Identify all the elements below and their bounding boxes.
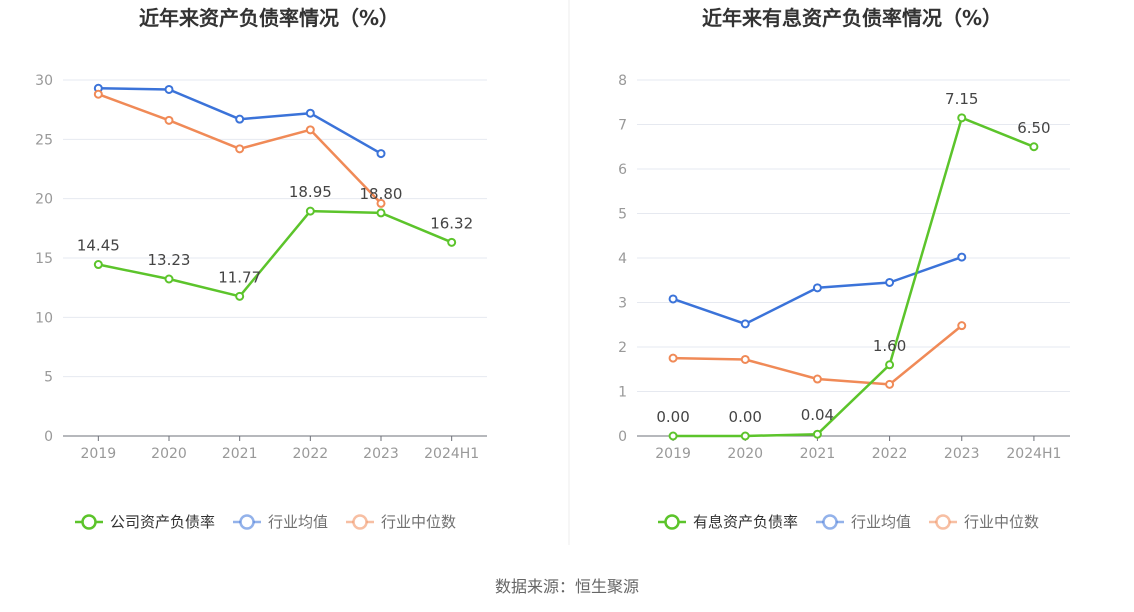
chart1-data-label: 18.95 (289, 183, 332, 201)
chart1-y-tick-label: 5 (44, 370, 53, 386)
chart2-company-point[interactable] (957, 113, 967, 123)
chart1-legend-swatch-marker (352, 514, 368, 530)
chart2-legend-item-avg[interactable]: 行业均值 (816, 513, 911, 531)
chart1-x-tick-label: 2023 (363, 446, 399, 462)
chart2-company-line (673, 116, 1035, 438)
chart2-company-point[interactable] (812, 429, 822, 439)
chart2-legend-swatch-marker (664, 514, 680, 530)
chart2-y-tick-label: 8 (618, 73, 627, 89)
chart1-legend-label: 公司资产负债率 (110, 513, 215, 531)
chart2-y-tick-label: 5 (618, 207, 627, 223)
chart2-y-tick-label: 1 (618, 385, 627, 401)
chart1-y-tick-label: 30 (35, 73, 53, 89)
chart2-avg-point[interactable] (957, 252, 967, 262)
chart1-data-label: 16.32 (430, 214, 473, 232)
chart2-median-point[interactable] (740, 354, 750, 364)
chart2-median-point[interactable] (668, 353, 678, 363)
chart2-y-tick-label: 4 (618, 251, 627, 267)
chart2-data-label: 7.15 (945, 90, 978, 108)
chart2-legend-label: 有息资产负债率 (693, 513, 798, 531)
chart1-data-label: 18.80 (360, 185, 403, 203)
chart1-y-tick-label: 15 (35, 251, 53, 267)
chart1-data-label: 11.77 (218, 268, 261, 286)
chart2-data-label: 1.60 (873, 337, 906, 355)
chart2-avg-point[interactable] (812, 283, 822, 293)
chart1-company-point[interactable] (164, 274, 174, 284)
chart1-y-tick-label: 10 (35, 310, 53, 326)
chart1-avg-point[interactable] (376, 149, 386, 159)
chart1-y-tick-label: 20 (35, 192, 53, 208)
chart1-x-tick-label: 2020 (151, 446, 187, 462)
chart1-x-tick-label: 2021 (222, 446, 258, 462)
chart1-legend-swatch-marker (239, 514, 255, 530)
chart1-avg-point[interactable] (235, 114, 245, 124)
chart1-legend-item-avg[interactable]: 行业均值 (233, 513, 328, 531)
chart1-company-point[interactable] (235, 291, 245, 301)
chart2-x-tick-label: 2019 (655, 446, 691, 462)
chart1-y-tick-label: 25 (35, 132, 53, 148)
chart1-company-point[interactable] (305, 206, 315, 216)
chart1-data-label: 14.45 (77, 237, 120, 255)
chart2-x-tick-label: 2020 (727, 446, 763, 462)
chart1-avg-point[interactable] (164, 84, 174, 94)
chart1-x-tick-label: 2022 (293, 446, 329, 462)
chart1-company-line (98, 209, 453, 298)
chart2-company-point[interactable] (885, 360, 895, 370)
chart2-legend-swatch-marker (822, 514, 838, 530)
chart2-data-label: 0.00 (656, 408, 689, 426)
chart2-y-tick-label: 7 (618, 118, 627, 134)
chart1-data-label: 13.23 (148, 251, 191, 269)
chart2-data-label: 0.04 (801, 406, 834, 424)
chart2-company-point[interactable] (740, 431, 750, 441)
chart1-median-point[interactable] (235, 144, 245, 154)
chart1-y-tick-label: 0 (44, 429, 53, 445)
chart2-median-point[interactable] (885, 379, 895, 389)
chart2-company-point[interactable] (668, 431, 678, 441)
chart2-x-tick-label: 2022 (872, 446, 908, 462)
chart2-data-label: 6.50 (1017, 119, 1050, 137)
chart2-median-point[interactable] (957, 321, 967, 331)
chart1-median-point[interactable] (376, 198, 386, 208)
chart2-y-tick-label: 6 (618, 162, 627, 178)
chart2-legend-item-median[interactable]: 行业中位数 (929, 513, 1039, 531)
chart1-avg-point[interactable] (305, 108, 315, 118)
chart2-x-tick-label: 2024H1 (1006, 446, 1061, 462)
chart1-median-point[interactable] (305, 125, 315, 135)
chart1-title: 近年来资产负债率情况（%） (139, 6, 399, 30)
chart2-legend-label: 行业均值 (851, 513, 911, 531)
chart1-company-point[interactable] (376, 208, 386, 218)
chart2-x-tick-label: 2023 (944, 446, 980, 462)
chart2-median-point[interactable] (812, 374, 822, 384)
chart2-y-tick-label: 3 (618, 296, 627, 312)
chart2-legend-label: 行业中位数 (964, 513, 1039, 531)
chart2-x-tick-label: 2021 (800, 446, 836, 462)
chart1-legend-item-median[interactable]: 行业中位数 (346, 513, 456, 531)
chart2-avg-point[interactable] (740, 319, 750, 329)
data-source-label: 数据来源：恒生聚源 (495, 577, 639, 596)
chart2-data-label: 0.00 (729, 408, 762, 426)
chart2-legend-item-company[interactable]: 有息资产负债率 (658, 513, 798, 531)
chart1-company-point[interactable] (447, 237, 457, 247)
chart2-y-tick-label: 0 (618, 429, 627, 445)
chart1-x-tick-label: 2024H1 (424, 446, 479, 462)
chart2-avg-point[interactable] (885, 277, 895, 287)
chart2-avg-point[interactable] (668, 294, 678, 304)
chart1-x-tick-label: 2019 (81, 446, 117, 462)
chart1-company-point[interactable] (93, 260, 103, 270)
chart2-company-point[interactable] (1029, 142, 1039, 152)
chart1-legend-item-company[interactable]: 公司资产负债率 (75, 513, 215, 531)
chart1-legend-label: 行业中位数 (381, 513, 456, 531)
chart1-median-point[interactable] (93, 89, 103, 99)
chart2-y-tick-label: 2 (618, 340, 627, 356)
chart2-legend-swatch-marker (935, 514, 951, 530)
chart1-legend-label: 行业均值 (268, 513, 328, 531)
chart2-title: 近年来有息资产负债率情况（%） (702, 6, 1002, 30)
chart1-legend-swatch-marker (81, 514, 97, 530)
chart1-median-point[interactable] (164, 115, 174, 125)
